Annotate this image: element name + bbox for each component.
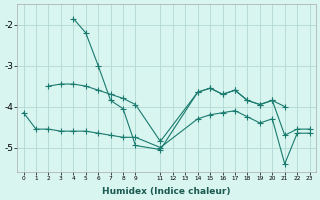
X-axis label: Humidex (Indice chaleur): Humidex (Indice chaleur)	[102, 187, 231, 196]
